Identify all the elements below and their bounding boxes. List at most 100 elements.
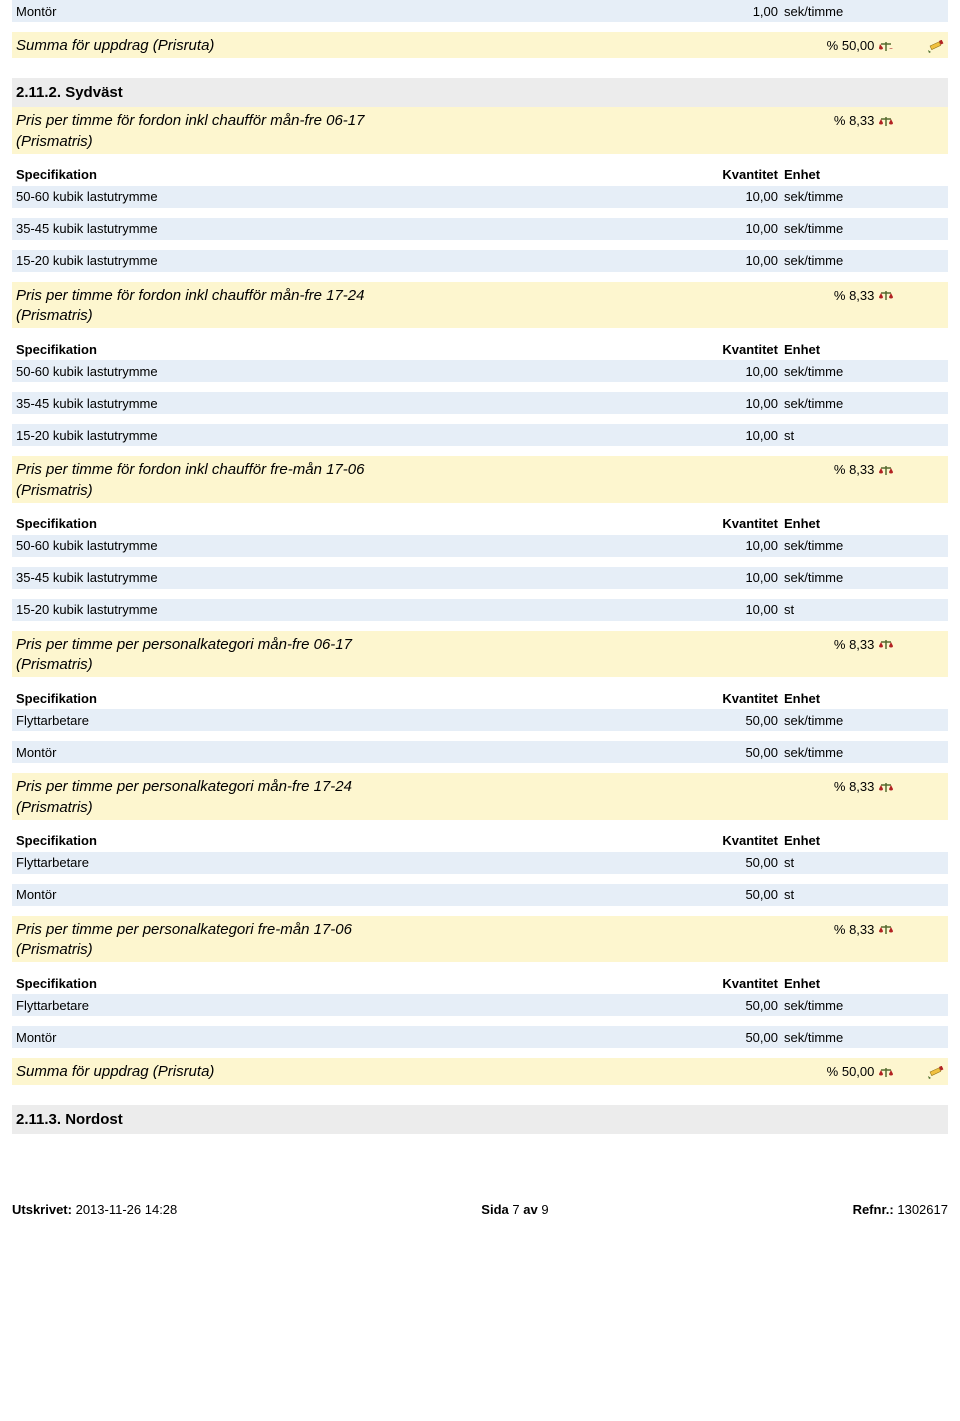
table-row: 15-20 kubik lastutrymme10,00st [12,599,948,621]
page-content: Montör 1,00 sek/timme Summa för uppdrag … [0,0,960,1194]
col-unit: Enhet [784,167,894,182]
group-header: Pris per timme per personalkategori mån-… [12,773,948,820]
spec-cell: 50-60 kubik lastutrymme [16,538,704,553]
group-percent: % 8,33 [754,777,894,794]
summary-percent: % 50,00 [754,36,894,53]
qty-cell: 50,00 [704,887,784,902]
table-header: SpecifikationKvantitetEnhet [12,687,948,709]
table-row: 35-45 kubik lastutrymme10,00sek/timme [12,392,948,414]
balance-scale-icon [878,288,894,303]
col-spec: Specifikation [16,167,704,182]
balance-scale-icon [878,38,894,53]
group-title: Pris per timme för fordon inkl chaufför … [16,286,754,327]
table-header: SpecifikationKvantitetEnhet [12,513,948,535]
spec-cell: Flyttarbetare [16,713,704,728]
group-percent: % 8,33 [754,920,894,937]
unit-cell: st [784,855,894,870]
section-heading: 2.11.3. Nordost [12,1105,948,1134]
spec-cell: Montör [16,887,704,902]
group-header: Pris per timme för fordon inkl chaufför … [12,282,948,329]
qty-cell: 50,00 [704,1030,784,1045]
group-title: Pris per timme för fordon inkl chaufför … [16,111,754,152]
group-header: Pris per timme per personalkategori mån-… [12,631,948,678]
groups-container: Pris per timme för fordon inkl chaufför … [12,107,948,1058]
unit-cell: sek/timme [784,253,894,268]
col-qty: Kvantitet [704,342,784,357]
col-qty: Kvantitet [704,516,784,531]
qty-cell: 10,00 [704,538,784,553]
col-spec: Specifikation [16,342,704,357]
table-row: 50-60 kubik lastutrymme10,00sek/timme [12,535,948,557]
col-spec: Specifikation [16,976,704,991]
group-percent: % 8,33 [754,460,894,477]
spec-cell: 15-20 kubik lastutrymme [16,428,704,443]
group-header: Pris per timme för fordon inkl chaufför … [12,107,948,154]
col-qty: Kvantitet [704,833,784,848]
group-percent: % 8,33 [754,635,894,652]
col-spec: Specifikation [16,516,704,531]
spec-cell: 35-45 kubik lastutrymme [16,396,704,411]
unit-cell: st [784,602,894,617]
unit-cell: sek/timme [784,998,894,1013]
table-row: 35-45 kubik lastutrymme10,00sek/timme [12,567,948,589]
qty-cell: 1,00 [704,4,784,19]
col-unit: Enhet [784,516,894,531]
summary-row: Summa för uppdrag (Prisruta) % 50,00 [12,1058,948,1084]
page-footer: Utskrivet: 2013-11-26 14:28 Sida 7 av 9 … [0,1194,960,1225]
col-unit: Enhet [784,691,894,706]
group-title: Pris per timme per personalkategori mån-… [16,777,754,818]
unit-cell: sek/timme [784,364,894,379]
qty-cell: 50,00 [704,998,784,1013]
spec-cell: Montör [16,1030,704,1045]
col-unit: Enhet [784,976,894,991]
col-unit: Enhet [784,342,894,357]
table-row: Flyttarbetare50,00st [12,852,948,874]
col-unit: Enhet [784,833,894,848]
pencil-icon[interactable] [926,38,944,53]
table-row: Flyttarbetare50,00sek/timme [12,994,948,1016]
summary-title: Summa för uppdrag (Prisruta) [16,1062,754,1082]
spec-cell: 15-20 kubik lastutrymme [16,602,704,617]
spec-cell: 50-60 kubik lastutrymme [16,189,704,204]
table-row: Montör 1,00 sek/timme [12,0,948,22]
summary-title: Summa för uppdrag (Prisruta) [16,36,754,56]
col-qty: Kvantitet [704,167,784,182]
spec-cell: 50-60 kubik lastutrymme [16,364,704,379]
spec-cell: Flyttarbetare [16,998,704,1013]
table-row: 15-20 kubik lastutrymme10,00st [12,424,948,446]
unit-cell: st [784,428,894,443]
table-row: 15-20 kubik lastutrymme10,00sek/timme [12,250,948,272]
spec-cell: Montör [16,745,704,760]
unit-cell: sek/timme [784,713,894,728]
pencil-icon[interactable] [926,1064,944,1079]
qty-cell: 10,00 [704,221,784,236]
unit-cell: sek/timme [784,1030,894,1045]
table-row: 50-60 kubik lastutrymme10,00sek/timme [12,360,948,382]
unit-cell: sek/timme [784,221,894,236]
balance-scale-icon [878,779,894,794]
balance-scale-icon [878,637,894,652]
col-qty: Kvantitet [704,976,784,991]
spec-cell: Montör [16,4,704,19]
printed-timestamp: Utskrivet: 2013-11-26 14:28 [12,1202,177,1217]
table-header: SpecifikationKvantitetEnhet [12,830,948,852]
spec-cell: 35-45 kubik lastutrymme [16,570,704,585]
col-spec: Specifikation [16,833,704,848]
qty-cell: 10,00 [704,253,784,268]
unit-cell: sek/timme [784,189,894,204]
table-row: Montör50,00st [12,884,948,906]
group-percent: % 8,33 [754,111,894,128]
group-header: Pris per timme per personalkategori fre-… [12,916,948,963]
unit-cell: sek/timme [784,745,894,760]
group-title: Pris per timme för fordon inkl chaufför … [16,460,754,501]
spec-cell: 15-20 kubik lastutrymme [16,253,704,268]
summary-row: Summa för uppdrag (Prisruta) % 50,00 [12,32,948,58]
balance-scale-icon [878,922,894,937]
qty-cell: 10,00 [704,396,784,411]
col-spec: Specifikation [16,691,704,706]
group-percent: % 8,33 [754,286,894,303]
balance-scale-icon [878,113,894,128]
qty-cell: 10,00 [704,364,784,379]
summary-percent: % 50,00 [754,1062,894,1079]
table-header: SpecifikationKvantitetEnhet [12,338,948,360]
